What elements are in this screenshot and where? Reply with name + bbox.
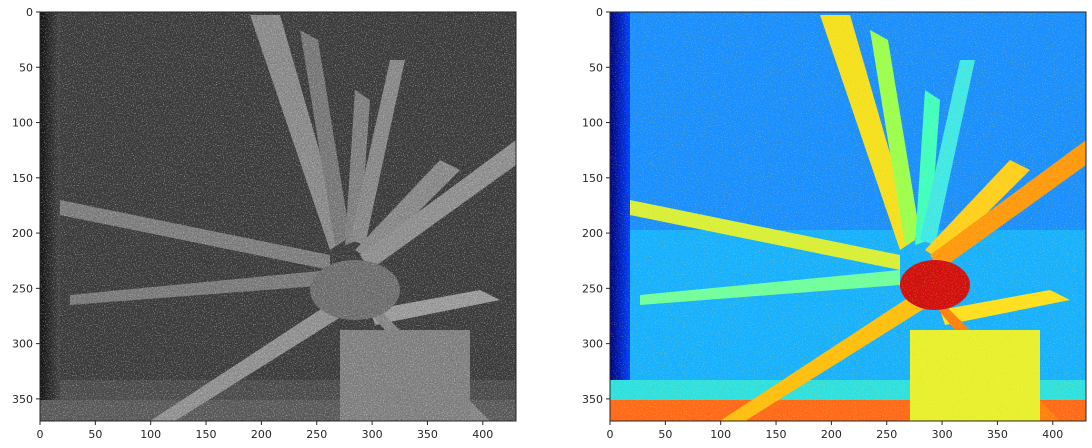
jet-image bbox=[610, 12, 1086, 421]
y-tick-label: 50 bbox=[19, 61, 33, 74]
x-tick-label: 400 bbox=[472, 428, 493, 441]
jet-axes-frame bbox=[609, 11, 1087, 422]
x-tick-label: 50 bbox=[88, 428, 102, 441]
gray-axes-frame bbox=[39, 11, 517, 422]
jet-x-axis: 0 50 100 150 200 250 300 350 400 bbox=[607, 421, 1063, 441]
y-tick-label: 150 bbox=[582, 172, 603, 185]
y-tick-label: 350 bbox=[12, 393, 33, 406]
x-tick-label: 200 bbox=[821, 428, 842, 441]
y-tick-label: 0 bbox=[26, 6, 33, 19]
x-tick-label: 0 bbox=[37, 428, 44, 441]
y-tick-label: 100 bbox=[582, 117, 603, 130]
x-tick-label: 300 bbox=[932, 428, 953, 441]
disparity-gray-panel: 0 50 100 150 200 250 300 350 400 0 50 100 150 200 250… bbox=[12, 6, 517, 441]
x-tick-label: 350 bbox=[987, 428, 1008, 441]
x-tick-label: 50 bbox=[658, 428, 672, 441]
x-tick-label: 350 bbox=[417, 428, 438, 441]
gray-x-axis: 0 50 100 150 200 250 300 350 400 bbox=[37, 421, 493, 441]
y-tick-label: 250 bbox=[12, 282, 33, 295]
y-tick-label: 300 bbox=[12, 338, 33, 351]
y-tick-label: 250 bbox=[582, 282, 603, 295]
y-tick-label: 150 bbox=[12, 172, 33, 185]
x-tick-label: 100 bbox=[140, 428, 161, 441]
y-tick-label: 200 bbox=[582, 227, 603, 240]
y-tick-label: 200 bbox=[12, 227, 33, 240]
x-tick-label: 0 bbox=[607, 428, 614, 441]
x-tick-label: 150 bbox=[196, 428, 217, 441]
gray-y-axis: 0 50 100 150 200 250 300 350 bbox=[12, 6, 40, 406]
y-tick-label: 0 bbox=[596, 6, 603, 19]
y-tick-label: 350 bbox=[582, 393, 603, 406]
y-tick-label: 50 bbox=[589, 61, 603, 74]
disparity-jet-panel: 0 50 100 150 200 250 300 350 400 0 50 100 150 200 250… bbox=[582, 6, 1087, 441]
x-tick-label: 250 bbox=[306, 428, 327, 441]
gray-image bbox=[40, 12, 516, 421]
x-tick-label: 300 bbox=[362, 428, 383, 441]
x-tick-label: 400 bbox=[1042, 428, 1063, 441]
x-tick-label: 100 bbox=[710, 428, 731, 441]
x-tick-label: 150 bbox=[766, 428, 787, 441]
x-tick-label: 250 bbox=[876, 428, 897, 441]
y-tick-label: 100 bbox=[12, 117, 33, 130]
y-tick-label: 300 bbox=[582, 338, 603, 351]
x-tick-label: 200 bbox=[251, 428, 272, 441]
jet-y-axis: 0 50 100 150 200 250 300 350 bbox=[582, 6, 610, 406]
